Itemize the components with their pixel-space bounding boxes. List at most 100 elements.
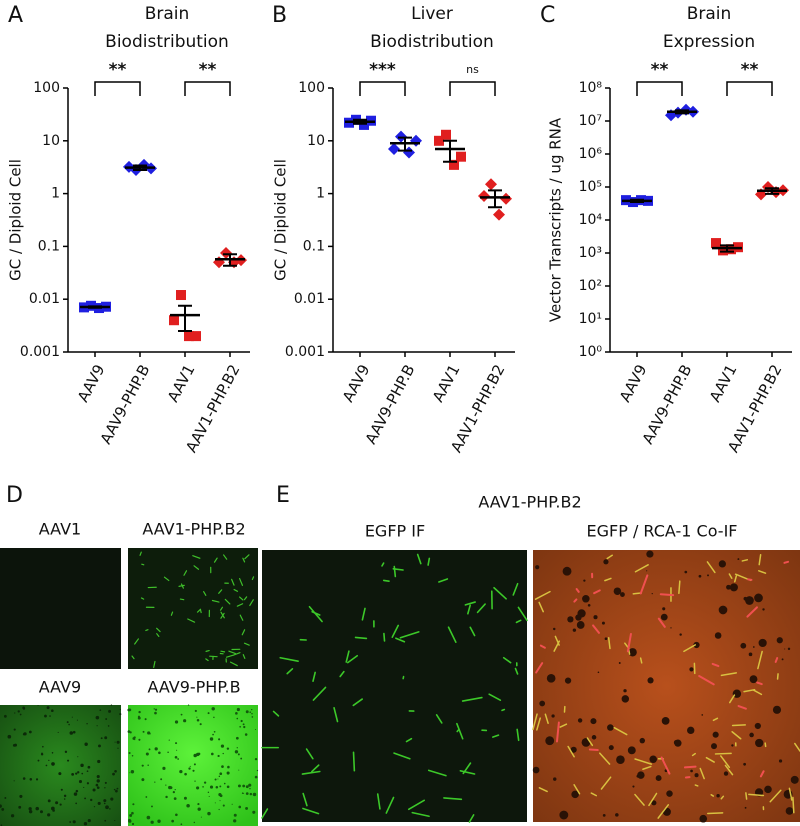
texture xyxy=(720,795,725,800)
texture xyxy=(239,577,244,586)
texture xyxy=(172,791,175,794)
texture xyxy=(456,722,464,740)
texture xyxy=(157,819,161,823)
texture xyxy=(740,642,747,649)
texture xyxy=(657,617,666,628)
data-point xyxy=(184,331,194,342)
texture xyxy=(534,590,551,600)
texture xyxy=(194,709,197,713)
texture xyxy=(515,619,522,624)
panel-letter: C xyxy=(540,3,555,28)
texture xyxy=(28,809,33,814)
texture xyxy=(177,758,179,760)
image-panels xyxy=(0,548,800,826)
texture xyxy=(655,775,662,782)
texture xyxy=(119,708,122,711)
texture xyxy=(538,601,545,613)
image-label: EGFP IF xyxy=(365,522,425,541)
texture xyxy=(582,595,590,603)
error-bar xyxy=(630,198,644,204)
texture xyxy=(234,750,239,754)
texture xyxy=(602,813,606,817)
texture xyxy=(724,764,734,776)
texture xyxy=(219,785,222,788)
texture xyxy=(516,728,520,742)
texture xyxy=(651,800,657,806)
texture xyxy=(236,707,240,712)
texture xyxy=(28,730,32,734)
texture xyxy=(138,710,141,714)
texture xyxy=(729,694,736,704)
texture xyxy=(491,734,500,738)
texture xyxy=(784,648,786,650)
y-tick-label: 0.001 xyxy=(20,344,60,360)
texture xyxy=(286,668,294,675)
texture xyxy=(642,765,652,771)
texture xyxy=(47,799,51,803)
texture xyxy=(381,562,385,567)
texture xyxy=(249,711,252,713)
texture xyxy=(18,805,22,809)
error-bar xyxy=(765,187,779,195)
texture xyxy=(238,769,240,771)
texture xyxy=(559,723,568,728)
texture xyxy=(96,725,98,727)
texture xyxy=(207,712,210,715)
texture xyxy=(220,744,225,748)
texture xyxy=(145,796,148,798)
image-aav1 xyxy=(0,548,121,669)
texture xyxy=(227,765,230,769)
texture xyxy=(570,746,577,753)
texture xyxy=(86,723,88,725)
texture xyxy=(218,589,223,594)
data-point xyxy=(169,315,179,326)
significance-bracket xyxy=(359,81,406,96)
texture xyxy=(187,704,190,706)
texture xyxy=(741,559,749,562)
texture xyxy=(95,783,99,787)
texture xyxy=(156,633,160,637)
texture xyxy=(81,772,84,775)
texture xyxy=(28,807,32,811)
texture xyxy=(108,709,112,713)
texture xyxy=(103,799,107,803)
texture xyxy=(211,707,215,711)
significance-label: ** xyxy=(199,60,217,80)
texture xyxy=(116,787,119,790)
texture xyxy=(96,779,100,783)
chart-title: Liver xyxy=(411,4,453,24)
texture xyxy=(242,654,246,659)
data-point xyxy=(434,135,444,146)
texture xyxy=(179,598,185,601)
texture xyxy=(225,654,233,658)
texture xyxy=(210,752,214,756)
image-title: AAV1-PHP.B2 xyxy=(478,493,581,512)
texture xyxy=(376,793,381,810)
texture xyxy=(165,784,167,786)
texture xyxy=(575,588,580,593)
texture xyxy=(219,772,223,776)
texture xyxy=(245,710,249,714)
texture xyxy=(251,576,255,581)
texture xyxy=(743,762,747,766)
error-bar xyxy=(353,118,367,125)
significance-label: ** xyxy=(741,60,759,80)
texture xyxy=(749,675,758,684)
texture xyxy=(237,784,241,788)
texture xyxy=(35,778,39,781)
texture xyxy=(237,753,240,756)
panel-letter: E xyxy=(276,483,290,508)
texture xyxy=(13,780,15,782)
texture xyxy=(193,565,200,570)
texture xyxy=(205,649,210,652)
texture xyxy=(211,599,220,603)
texture xyxy=(226,785,230,789)
texture xyxy=(352,751,356,772)
y-tick-label: 10⁸ xyxy=(579,80,603,96)
texture xyxy=(512,582,519,596)
texture xyxy=(174,788,176,791)
texture xyxy=(607,724,614,731)
texture xyxy=(84,742,88,746)
chart-title: Expression xyxy=(663,32,755,52)
texture xyxy=(162,766,166,770)
